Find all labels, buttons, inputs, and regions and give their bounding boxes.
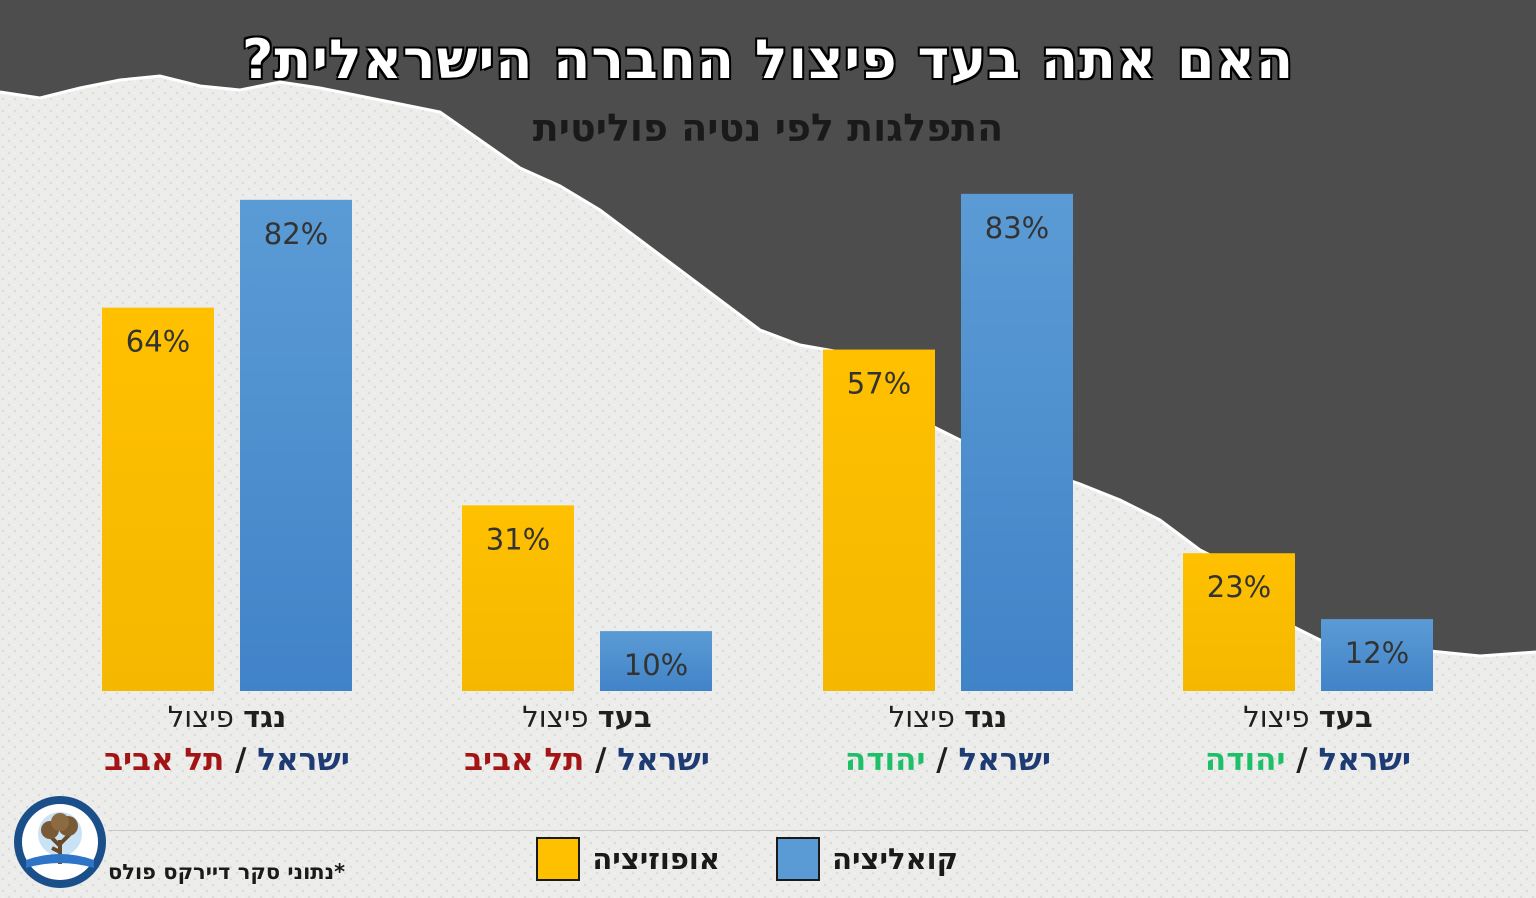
region-israel: ישראל xyxy=(257,742,350,778)
data-label-coalition-2: 10% xyxy=(624,648,688,682)
data-label-opposition-2: 31% xyxy=(486,522,550,556)
footer-note: *נתוני סקר דיירקס פולס xyxy=(108,860,346,884)
chart-title: האם אתה בעד פיצול החברה הישראלית? xyxy=(241,28,1295,91)
bar-opposition-3 xyxy=(823,349,935,691)
legend-item-opposition: אופוזיציה xyxy=(536,834,732,884)
data-label-coalition-1: 82% xyxy=(264,217,328,251)
bar-opposition-1 xyxy=(102,307,214,691)
category-stance-word: נגד xyxy=(964,700,1008,734)
legend: קואליציה אופוזיציה xyxy=(536,834,970,884)
region-other: יהודה xyxy=(1204,742,1286,778)
region-other: יהודה xyxy=(844,742,926,778)
bar-opposition-2 xyxy=(462,505,574,691)
category-stance: בעד פיצול xyxy=(427,700,747,734)
tree-logo-icon xyxy=(14,796,106,888)
data-label-coalition-3: 83% xyxy=(985,211,1049,245)
bar-opposition-4 xyxy=(1183,553,1295,691)
category-stance-word: נגד xyxy=(243,700,287,734)
category-stance: נגד פיצול xyxy=(788,700,1108,734)
category-regions: ישראל / יהודה xyxy=(1148,742,1468,778)
legend-item-coalition: קואליציה xyxy=(776,834,970,884)
legend-label-coalition: קואליציה xyxy=(832,842,958,876)
data-label-coalition-4: 12% xyxy=(1345,636,1409,670)
category-regions: ישראל / יהודה xyxy=(788,742,1108,778)
data-label-opposition-1: 64% xyxy=(126,325,190,359)
region-other: תל אביב xyxy=(464,742,585,778)
data-label-opposition-4: 23% xyxy=(1207,570,1271,604)
bar-coalition-3 xyxy=(961,193,1073,691)
legend-label-opposition: אופוזיציה xyxy=(592,842,720,876)
region-separator: / xyxy=(224,742,258,778)
category-stance-word: בעד xyxy=(597,700,652,734)
chart-subtitle: התפלגות לפי נטיה פוליטית xyxy=(532,106,1004,150)
region-separator: / xyxy=(1285,742,1319,778)
bar-coalition-2 xyxy=(600,631,712,691)
footer-divider xyxy=(108,830,1528,831)
category-regions: ישראל / תל אביב xyxy=(67,742,387,778)
category-regions: ישראל / תל אביב xyxy=(427,742,747,778)
category-split-word: פיצול xyxy=(1243,700,1319,734)
category-stance: נגד פיצול xyxy=(67,700,387,734)
region-separator: / xyxy=(584,742,618,778)
category-split-word: פיצול xyxy=(167,700,244,734)
region-separator: / xyxy=(925,742,959,778)
legend-swatch-coalition xyxy=(776,837,821,881)
data-label-opposition-3: 57% xyxy=(847,367,911,401)
category-split-word: פיצול xyxy=(888,700,965,734)
legend-swatch-opposition xyxy=(536,837,581,881)
bar-coalition-4 xyxy=(1321,619,1433,691)
category-label-1: נגד פיצול ישראל / תל אביב xyxy=(67,700,387,778)
category-label-4: בעד פיצול ישראל / יהודה xyxy=(1148,700,1468,778)
region-israel: ישראל xyxy=(958,742,1052,778)
category-label-3: נגד פיצול ישראל / יהודה xyxy=(788,700,1108,778)
category-label-2: בעד פיצול ישראל / תל אביב xyxy=(427,700,747,778)
region-israel: ישראל xyxy=(617,742,710,778)
region-israel: ישראל xyxy=(1318,742,1412,778)
category-split-word: פיצול xyxy=(522,700,598,734)
region-other: תל אביב xyxy=(104,742,225,778)
bar-coalition-1 xyxy=(240,199,352,691)
category-stance-word: בעד xyxy=(1318,700,1373,734)
category-stance: בעד פיצול xyxy=(1148,700,1468,734)
